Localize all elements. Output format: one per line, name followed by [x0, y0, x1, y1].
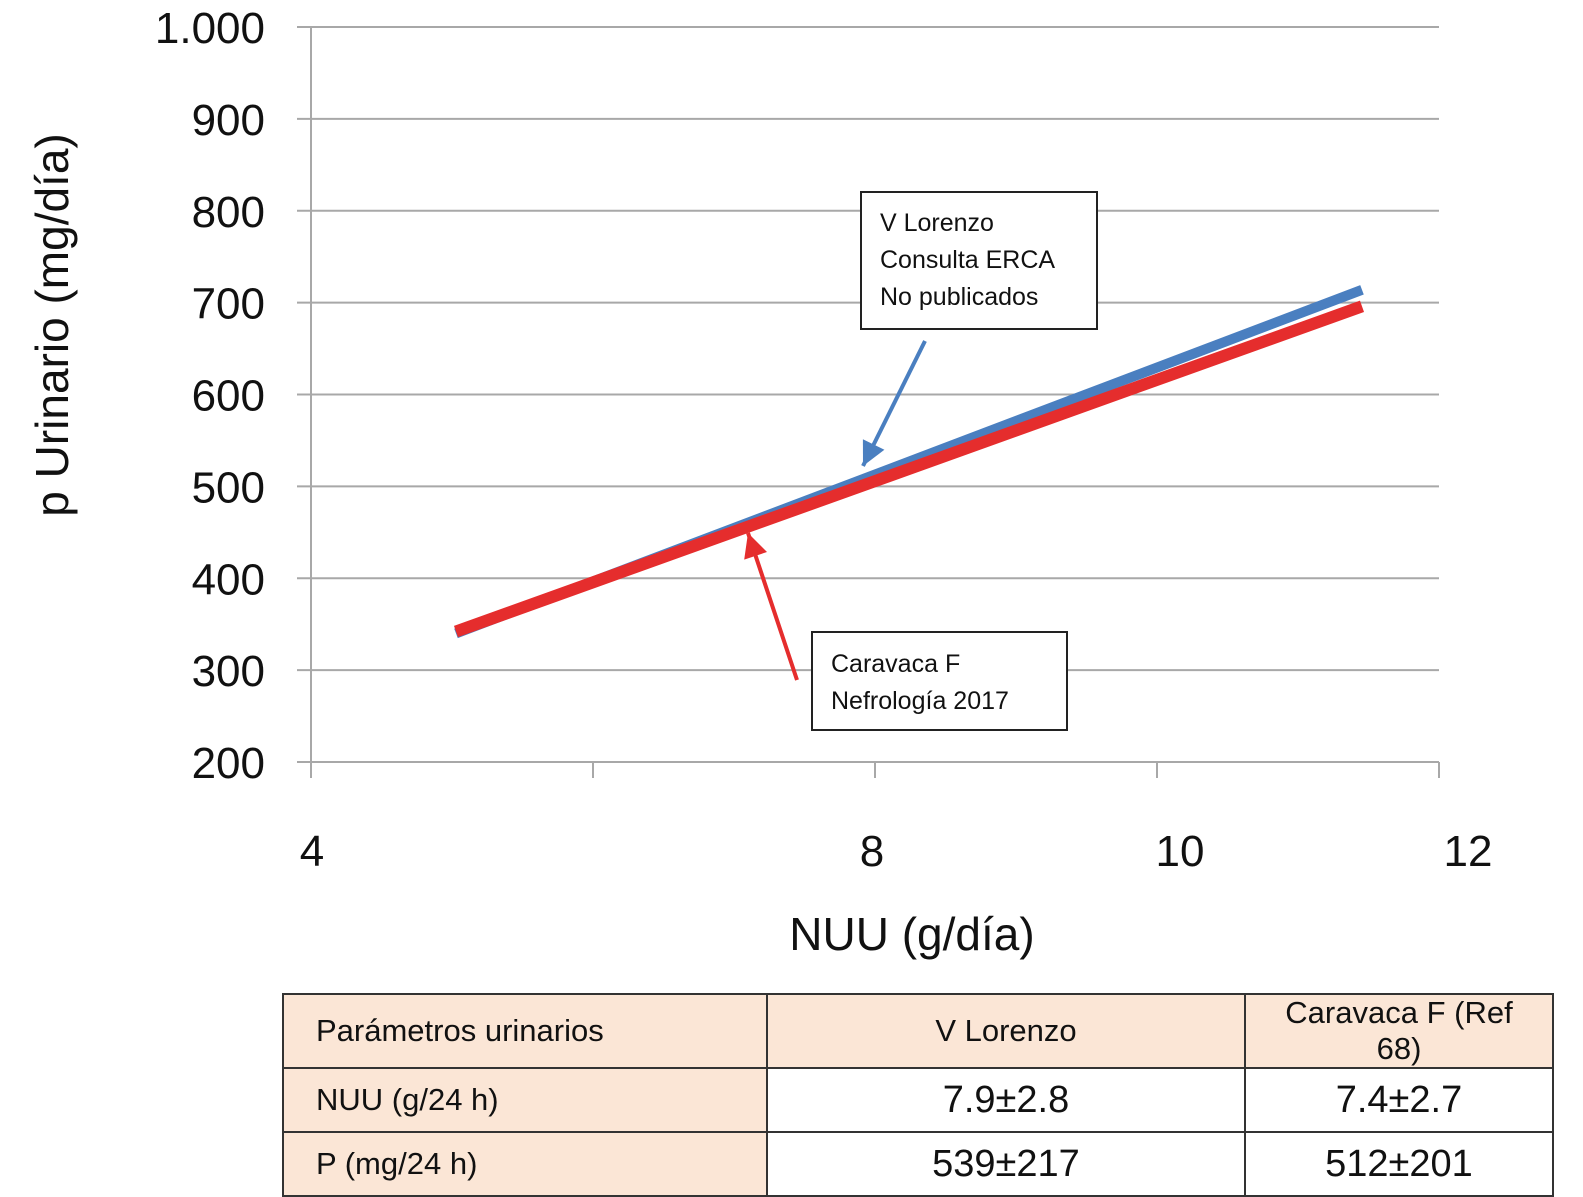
parameters-table: Parámetros urinarios V Lorenzo Caravaca … — [282, 993, 1554, 1197]
annotation-lorenzo-line-1: V Lorenzo — [880, 209, 994, 237]
table-row: P (mg/24 h) 539±217 512±201 — [282, 1131, 1554, 1197]
table-row-label: P (mg/24 h) — [282, 1131, 768, 1197]
y-axis-title: p Urinario (mg/día) — [26, 133, 78, 516]
annotation-caravaca: Caravaca F Nefrología 2017 — [811, 631, 1068, 731]
y-tick-label: 200 — [192, 739, 265, 788]
chart: 200 300 400 500 600 700 800 900 1.000 4 8 10 12 NUU… — [26, 4, 1493, 960]
x-axis-title: NUU (g/día) — [789, 908, 1034, 960]
table-row: NUU (g/24 h) 7.9±2.8 7.4±2.7 — [282, 1067, 1554, 1133]
series-line-caravaca — [453, 300, 1365, 638]
arrow-caravaca-head — [744, 533, 767, 560]
x-tick-label: 4 — [300, 827, 324, 876]
x-tick-label: 10 — [1156, 827, 1205, 876]
arrow-caravaca-shaft — [746, 532, 799, 681]
y-tick-label: 900 — [192, 96, 265, 145]
annotation-lorenzo-line-2: Consulta ERCA — [880, 246, 1056, 274]
table-header-row: Parámetros urinarios V Lorenzo Caravaca … — [282, 993, 1554, 1069]
table-header-cell: Caravaca F (Ref 68) — [1244, 993, 1554, 1069]
x-tick-label: 12 — [1444, 827, 1493, 876]
y-tick-label: 300 — [192, 647, 265, 696]
table-cell: 7.4±2.7 — [1244, 1067, 1554, 1133]
arrow-lorenzo-head — [862, 439, 885, 466]
y-tick-label: 700 — [192, 280, 265, 329]
y-tick-label: 500 — [192, 463, 265, 512]
y-tick-label: 400 — [192, 555, 265, 604]
table-header-cell: V Lorenzo — [766, 993, 1246, 1069]
table-cell: 7.9±2.8 — [766, 1067, 1246, 1133]
annotation-lorenzo: V Lorenzo Consulta ERCA No publicados — [860, 191, 1098, 330]
annotation-caravaca-line-2: Nefrología 2017 — [831, 687, 1009, 715]
y-tick-label: 600 — [192, 372, 265, 421]
y-tick-label: 1.000 — [155, 4, 265, 53]
annotation-lorenzo-line-3: No publicados — [880, 283, 1039, 311]
table-header-cell: Parámetros urinarios — [282, 993, 768, 1069]
x-tick-label: 8 — [860, 827, 884, 876]
table-cell: 512±201 — [1244, 1131, 1554, 1197]
annotation-caravaca-line-1: Caravaca F — [831, 650, 961, 678]
table-cell: 539±217 — [766, 1131, 1246, 1197]
y-tick-label: 800 — [192, 188, 265, 237]
table-row-label: NUU (g/24 h) — [282, 1067, 768, 1133]
